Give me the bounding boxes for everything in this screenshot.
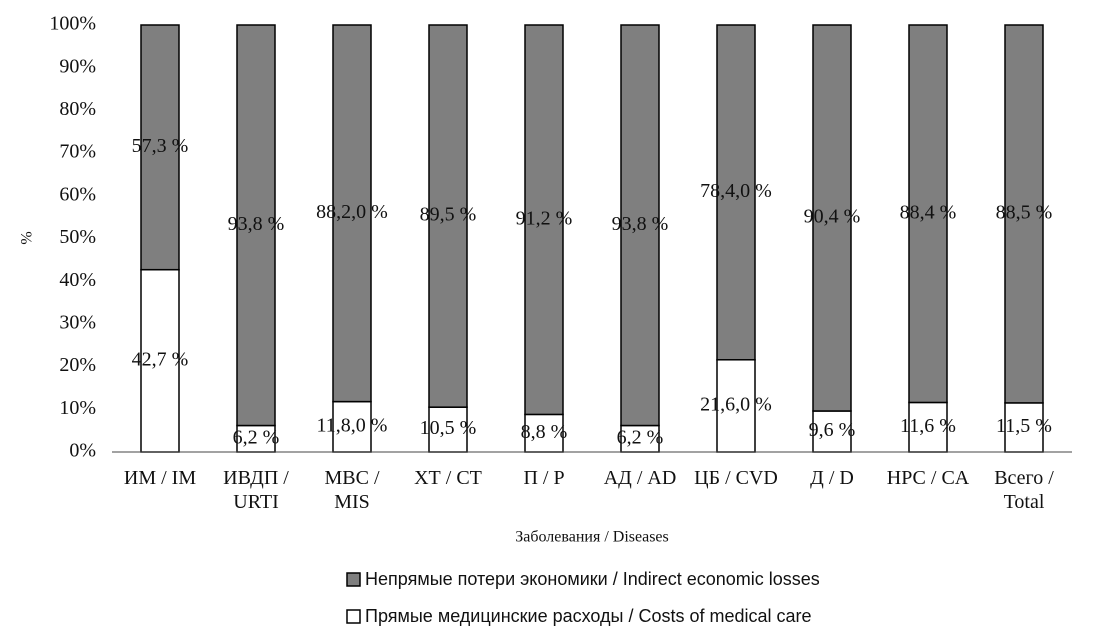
data-label: 21,6,0 % [700,393,772,415]
x-tick-label: НРС / CA [886,467,970,489]
bar-segment [236,24,276,427]
data-label: 93,8 % [612,213,669,235]
legend-swatch [346,572,361,587]
y-tick-label: 10% [59,397,96,419]
x-tick-label: МВС / MIS [324,467,380,513]
bar-segment [620,424,660,453]
data-label: 9,6 % [809,419,856,441]
x-tick-label: ЦБ / CVD [694,467,778,489]
x-tick-label: АД / AD [603,467,677,489]
bar-segment [524,24,564,416]
legend-swatch [346,609,361,624]
y-axis-label: % [19,231,36,244]
data-label: 88,5 % [996,202,1053,224]
bar-segment [812,24,852,412]
y-tick-label: 30% [59,311,96,333]
legend-label: Прямые медицинские расходы / Costs of me… [365,606,812,626]
legend-label: Непрямые потери экономики / Indirect eco… [365,569,820,589]
data-label: 90,4 % [804,206,861,228]
y-tick-label: 0% [69,440,96,462]
x-tick-label: Д / D [810,467,854,489]
bar-segment [140,268,180,453]
bar-segment [908,401,948,453]
data-label: 11,5 % [996,415,1052,437]
x-tick-label: ИВДП / URTI [223,467,289,513]
x-tick-label: ХТ / СТ [414,467,482,489]
data-label: 88,4 % [900,201,957,223]
data-label: 42,7 % [132,348,189,370]
x-axis-label: Заболевания / Diseases [515,529,669,546]
data-label: 89,5 % [420,204,477,226]
y-tick-label: 90% [59,55,96,77]
x-tick-label: Всего / Total [994,467,1054,513]
data-label: 11,8,0 % [317,414,388,436]
data-label: 91,2 % [516,207,573,229]
data-label: 93,8 % [228,213,285,235]
y-tick-label: 50% [59,226,96,248]
bar-segment [428,24,468,408]
y-tick-label: 80% [59,98,96,120]
data-label: 6,2 % [617,426,664,448]
y-tick-label: 100% [49,13,96,35]
x-tick-label: ИМ / IM [123,467,197,489]
data-label: 6,2 % [233,426,280,448]
bar-segment [908,24,948,404]
bar-segment [332,24,372,403]
y-tick-label: 70% [59,141,96,163]
data-label: 10,5 % [420,417,477,439]
data-label: 78,4,0 % [700,180,772,202]
data-label: 8,8 % [521,421,568,443]
x-tick-label: П / Р [523,467,565,489]
data-label: 88,2,0 % [316,201,388,223]
bar-segment [140,24,180,271]
y-tick-label: 40% [59,269,96,291]
y-tick-label: 20% [59,354,96,376]
bar-segment [716,24,756,361]
bar-segment [1004,402,1044,453]
data-label: 11,6 % [900,415,956,437]
bar-segment [620,24,660,427]
data-label: 57,3 % [132,135,189,157]
bar-segment [1004,24,1044,404]
y-tick-label: 60% [59,183,96,205]
